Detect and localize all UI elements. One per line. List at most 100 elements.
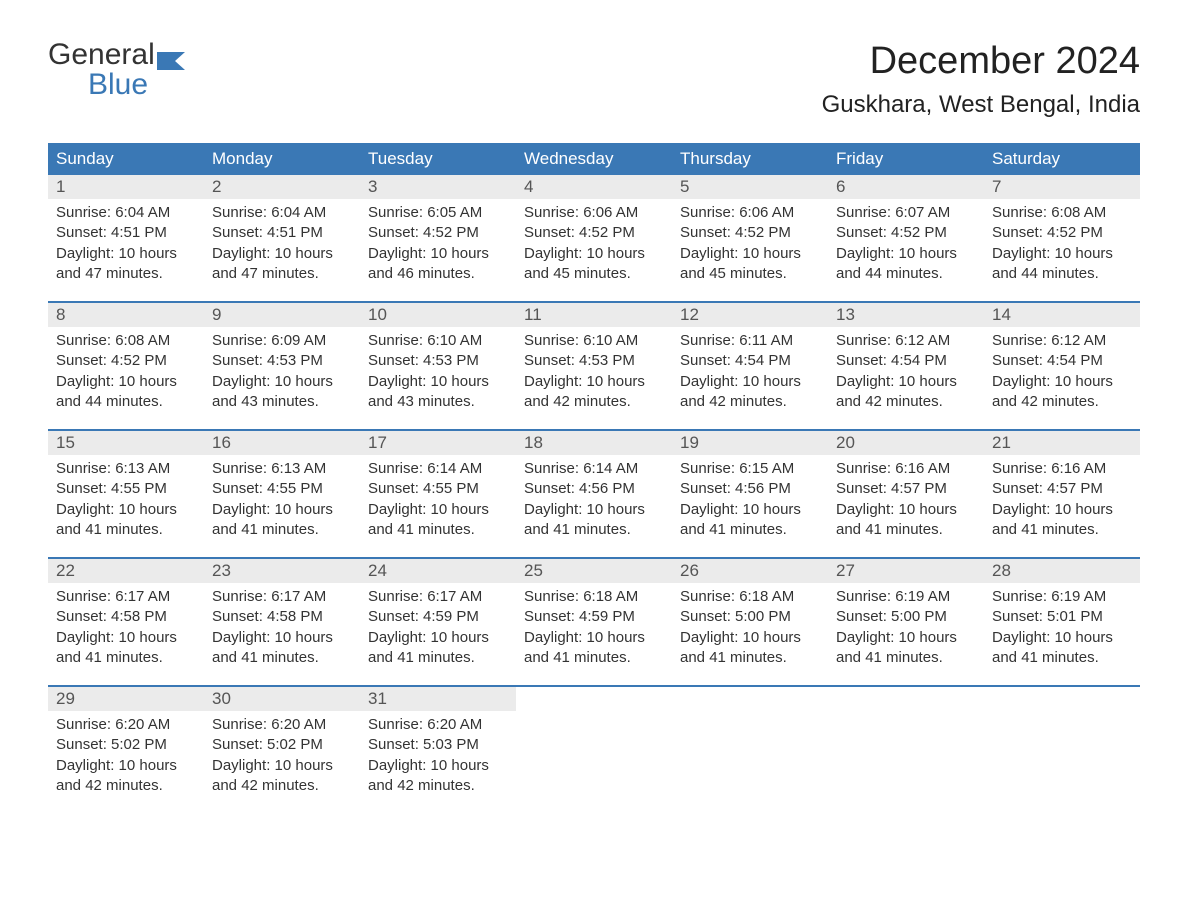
day-number: 19 bbox=[672, 431, 828, 455]
calendar-day-cell: 9Sunrise: 6:09 AMSunset: 4:53 PMDaylight… bbox=[204, 303, 360, 429]
day-number: 3 bbox=[360, 175, 516, 199]
calendar-day-cell: 15Sunrise: 6:13 AMSunset: 4:55 PMDayligh… bbox=[48, 431, 204, 557]
day-number: 7 bbox=[984, 175, 1140, 199]
day-number: 31 bbox=[360, 687, 516, 711]
logo: General Blue bbox=[48, 40, 191, 100]
sunrise-line: Sunrise: 6:14 AM bbox=[524, 459, 664, 479]
sunrise-line: Sunrise: 6:06 AM bbox=[524, 203, 664, 223]
daylight-line: Daylight: 10 hours and 41 minutes. bbox=[212, 628, 352, 669]
daylight-line: Daylight: 10 hours and 41 minutes. bbox=[56, 500, 196, 541]
day-details: Sunrise: 6:05 AMSunset: 4:52 PMDaylight:… bbox=[360, 199, 516, 294]
sunset-line: Sunset: 5:00 PM bbox=[836, 607, 976, 627]
day-details: Sunrise: 6:17 AMSunset: 4:58 PMDaylight:… bbox=[48, 583, 204, 678]
sunrise-line: Sunrise: 6:10 AM bbox=[524, 331, 664, 351]
sunrise-line: Sunrise: 6:09 AM bbox=[212, 331, 352, 351]
sunset-line: Sunset: 4:58 PM bbox=[212, 607, 352, 627]
day-number: 12 bbox=[672, 303, 828, 327]
sunrise-line: Sunrise: 6:18 AM bbox=[524, 587, 664, 607]
sunset-line: Sunset: 4:56 PM bbox=[524, 479, 664, 499]
logo-text-general: General bbox=[48, 40, 155, 70]
calendar-week-row: 8Sunrise: 6:08 AMSunset: 4:52 PMDaylight… bbox=[48, 303, 1140, 429]
sunrise-line: Sunrise: 6:13 AM bbox=[212, 459, 352, 479]
day-number: 22 bbox=[48, 559, 204, 583]
sunset-line: Sunset: 5:02 PM bbox=[56, 735, 196, 755]
daylight-line: Daylight: 10 hours and 41 minutes. bbox=[836, 500, 976, 541]
page-header: General Blue December 2024 Guskhara, Wes… bbox=[48, 40, 1140, 119]
logo-text-blue: Blue bbox=[88, 70, 191, 100]
day-number: 14 bbox=[984, 303, 1140, 327]
daylight-line: Daylight: 10 hours and 41 minutes. bbox=[368, 500, 508, 541]
sunset-line: Sunset: 5:01 PM bbox=[992, 607, 1132, 627]
sunrise-line: Sunrise: 6:17 AM bbox=[56, 587, 196, 607]
daylight-line: Daylight: 10 hours and 44 minutes. bbox=[992, 244, 1132, 285]
day-details: Sunrise: 6:15 AMSunset: 4:56 PMDaylight:… bbox=[672, 455, 828, 550]
sunset-line: Sunset: 5:03 PM bbox=[368, 735, 508, 755]
weekday-header: Saturday bbox=[984, 143, 1140, 175]
sunrise-line: Sunrise: 6:19 AM bbox=[992, 587, 1132, 607]
daylight-line: Daylight: 10 hours and 44 minutes. bbox=[836, 244, 976, 285]
calendar-day-cell bbox=[984, 687, 1140, 813]
calendar-day-cell: 24Sunrise: 6:17 AMSunset: 4:59 PMDayligh… bbox=[360, 559, 516, 685]
daylight-line: Daylight: 10 hours and 43 minutes. bbox=[212, 372, 352, 413]
daylight-line: Daylight: 10 hours and 41 minutes. bbox=[212, 500, 352, 541]
calendar-day-cell bbox=[828, 687, 984, 813]
sunrise-line: Sunrise: 6:10 AM bbox=[368, 331, 508, 351]
sunset-line: Sunset: 4:52 PM bbox=[524, 223, 664, 243]
day-number: 27 bbox=[828, 559, 984, 583]
calendar-day-cell: 12Sunrise: 6:11 AMSunset: 4:54 PMDayligh… bbox=[672, 303, 828, 429]
sunset-line: Sunset: 4:52 PM bbox=[680, 223, 820, 243]
weekday-header: Thursday bbox=[672, 143, 828, 175]
calendar-day-cell: 23Sunrise: 6:17 AMSunset: 4:58 PMDayligh… bbox=[204, 559, 360, 685]
daylight-line: Daylight: 10 hours and 42 minutes. bbox=[680, 372, 820, 413]
calendar-day-cell: 8Sunrise: 6:08 AMSunset: 4:52 PMDaylight… bbox=[48, 303, 204, 429]
sunrise-line: Sunrise: 6:15 AM bbox=[680, 459, 820, 479]
sunrise-line: Sunrise: 6:12 AM bbox=[992, 331, 1132, 351]
calendar-body: 1Sunrise: 6:04 AMSunset: 4:51 PMDaylight… bbox=[48, 175, 1140, 813]
calendar-day-cell: 2Sunrise: 6:04 AMSunset: 4:51 PMDaylight… bbox=[204, 175, 360, 301]
daylight-line: Daylight: 10 hours and 41 minutes. bbox=[680, 500, 820, 541]
sunrise-line: Sunrise: 6:20 AM bbox=[212, 715, 352, 735]
calendar-day-cell: 5Sunrise: 6:06 AMSunset: 4:52 PMDaylight… bbox=[672, 175, 828, 301]
day-details: Sunrise: 6:04 AMSunset: 4:51 PMDaylight:… bbox=[204, 199, 360, 294]
sunrise-line: Sunrise: 6:16 AM bbox=[992, 459, 1132, 479]
day-details: Sunrise: 6:12 AMSunset: 4:54 PMDaylight:… bbox=[828, 327, 984, 422]
day-number: 29 bbox=[48, 687, 204, 711]
calendar-week-row: 22Sunrise: 6:17 AMSunset: 4:58 PMDayligh… bbox=[48, 559, 1140, 685]
day-number: 6 bbox=[828, 175, 984, 199]
sunset-line: Sunset: 4:52 PM bbox=[836, 223, 976, 243]
daylight-line: Daylight: 10 hours and 46 minutes. bbox=[368, 244, 508, 285]
calendar-day-cell: 21Sunrise: 6:16 AMSunset: 4:57 PMDayligh… bbox=[984, 431, 1140, 557]
day-details: Sunrise: 6:16 AMSunset: 4:57 PMDaylight:… bbox=[984, 455, 1140, 550]
daylight-line: Daylight: 10 hours and 42 minutes. bbox=[212, 756, 352, 797]
day-number: 17 bbox=[360, 431, 516, 455]
flag-icon bbox=[157, 48, 191, 70]
sunrise-line: Sunrise: 6:16 AM bbox=[836, 459, 976, 479]
calendar-table: SundayMondayTuesdayWednesdayThursdayFrid… bbox=[48, 143, 1140, 813]
sunrise-line: Sunrise: 6:08 AM bbox=[56, 331, 196, 351]
weekday-header: Friday bbox=[828, 143, 984, 175]
day-details: Sunrise: 6:06 AMSunset: 4:52 PMDaylight:… bbox=[516, 199, 672, 294]
sunset-line: Sunset: 4:55 PM bbox=[212, 479, 352, 499]
sunset-line: Sunset: 4:57 PM bbox=[992, 479, 1132, 499]
sunset-line: Sunset: 4:54 PM bbox=[992, 351, 1132, 371]
daylight-line: Daylight: 10 hours and 41 minutes. bbox=[368, 628, 508, 669]
calendar-day-cell: 27Sunrise: 6:19 AMSunset: 5:00 PMDayligh… bbox=[828, 559, 984, 685]
day-number: 5 bbox=[672, 175, 828, 199]
day-number: 24 bbox=[360, 559, 516, 583]
calendar-day-cell: 28Sunrise: 6:19 AMSunset: 5:01 PMDayligh… bbox=[984, 559, 1140, 685]
sunset-line: Sunset: 4:53 PM bbox=[524, 351, 664, 371]
calendar-day-cell: 31Sunrise: 6:20 AMSunset: 5:03 PMDayligh… bbox=[360, 687, 516, 813]
weekday-header: Wednesday bbox=[516, 143, 672, 175]
sunrise-line: Sunrise: 6:04 AM bbox=[56, 203, 196, 223]
day-number: 21 bbox=[984, 431, 1140, 455]
title-block: December 2024 Guskhara, West Bengal, Ind… bbox=[822, 40, 1140, 119]
daylight-line: Daylight: 10 hours and 45 minutes. bbox=[680, 244, 820, 285]
day-number: 8 bbox=[48, 303, 204, 327]
day-number: 10 bbox=[360, 303, 516, 327]
calendar-day-cell bbox=[516, 687, 672, 813]
day-details: Sunrise: 6:20 AMSunset: 5:02 PMDaylight:… bbox=[204, 711, 360, 806]
daylight-line: Daylight: 10 hours and 41 minutes. bbox=[524, 500, 664, 541]
day-number: 18 bbox=[516, 431, 672, 455]
sunset-line: Sunset: 4:58 PM bbox=[56, 607, 196, 627]
sunset-line: Sunset: 4:52 PM bbox=[368, 223, 508, 243]
